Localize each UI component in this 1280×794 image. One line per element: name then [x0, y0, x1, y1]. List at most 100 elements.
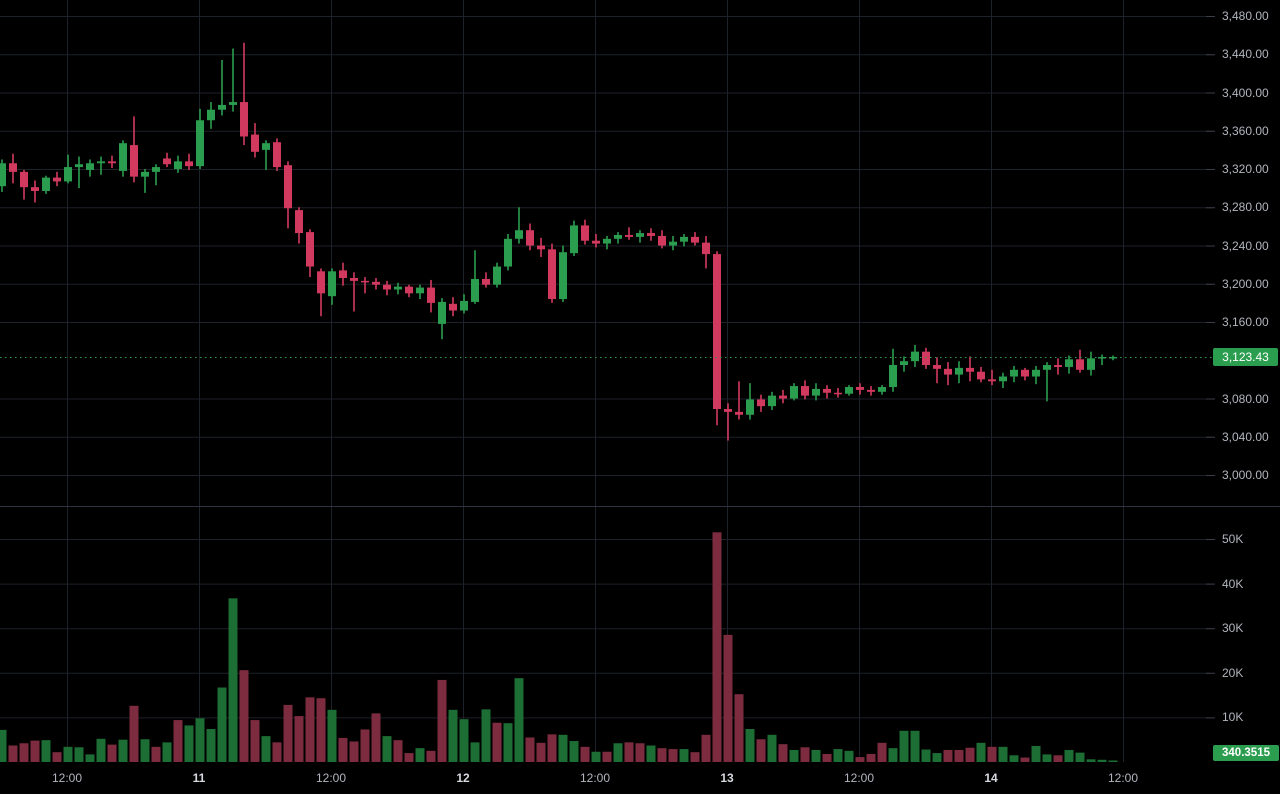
candle-body: [977, 371, 985, 380]
volume-bar: [723, 634, 733, 762]
volume-bar: [129, 705, 139, 762]
time-axis-label: 12:00: [51, 771, 83, 785]
candle-body: [64, 167, 72, 182]
candle-body: [119, 143, 127, 171]
candle-body: [1032, 369, 1040, 377]
candle-body: [955, 367, 963, 375]
candle-body: [9, 163, 17, 172]
time-axis-day-label: 13: [720, 771, 734, 785]
time-axis-label: 12:00: [843, 771, 875, 785]
volume-bar: [74, 747, 84, 762]
volume-bar: [206, 728, 216, 762]
candle-body: [361, 280, 369, 283]
volume-bar: [151, 746, 161, 762]
candle-body: [1098, 356, 1106, 359]
volume-bar: [668, 749, 678, 762]
price-axis-label: 3,040.00: [1222, 429, 1269, 444]
volume-bar: [1009, 755, 1019, 762]
volume-bar: [701, 734, 711, 762]
volume-bar: [481, 709, 491, 762]
volume-bar: [459, 719, 469, 762]
candle-body: [757, 399, 765, 407]
price-axis-label: 3,360.00: [1222, 123, 1269, 138]
candle-wick: [518, 207, 520, 244]
candle-body: [449, 303, 457, 311]
candle-wick: [221, 59, 223, 116]
volume-bar: [767, 734, 777, 762]
time-axis[interactable]: 12:00 11 12:00 12 12:00 13 12:00 14 12:00: [0, 763, 1280, 794]
volume-bar: [294, 716, 304, 762]
candle-body: [174, 161, 182, 169]
volume-bar: [63, 746, 73, 762]
volume-bar: [679, 749, 689, 762]
candle-body: [823, 388, 831, 393]
volume-bar: [811, 749, 821, 762]
candle-body: [273, 142, 281, 168]
volume-bar: [558, 734, 568, 762]
volume-bar: [591, 751, 601, 762]
volume-bar: [778, 744, 788, 762]
candle-body: [185, 161, 193, 167]
time-axis-day-label: 11: [192, 771, 206, 785]
volume-bar: [1042, 754, 1052, 762]
chart-plot-area[interactable]: [0, 0, 1280, 763]
volume-bar: [1064, 749, 1074, 762]
candle-body: [999, 376, 1007, 382]
volume-bar: [844, 750, 854, 762]
volume-bar: [195, 718, 205, 762]
volume-bar: [250, 720, 260, 762]
candle-body: [350, 278, 358, 281]
volume-bar: [19, 743, 29, 762]
candle-body: [592, 240, 600, 244]
candle-wick: [738, 381, 740, 420]
candle-body: [75, 164, 83, 168]
price-axis-label: 3,200.00: [1222, 276, 1269, 291]
candle-body: [933, 365, 941, 369]
candle-body: [889, 365, 897, 388]
volume-bar: [833, 749, 843, 762]
candle-wick: [100, 156, 102, 175]
volume-bar: [547, 734, 557, 762]
candle-body: [31, 187, 39, 191]
volume-bar: [536, 742, 546, 762]
candle-body: [691, 236, 699, 243]
candle-body: [152, 167, 160, 172]
volume-bar: [899, 730, 909, 762]
volume-bar: [393, 740, 403, 762]
time-axis-label: 12:00: [579, 771, 611, 785]
volume-bar: [657, 748, 667, 762]
candle-body: [702, 242, 710, 255]
candle-body: [1021, 369, 1029, 377]
price-axis-label: 3,320.00: [1222, 162, 1269, 176]
candle-body: [0, 163, 6, 187]
candle-body: [262, 143, 270, 150]
volume-bar: [514, 678, 524, 762]
volume-bar: [613, 743, 623, 762]
candle-body: [779, 395, 787, 399]
candle-body: [581, 225, 589, 241]
candle-wick: [232, 48, 234, 112]
candle-body: [53, 177, 61, 182]
candle-wick: [628, 227, 630, 240]
candle-body: [735, 411, 743, 415]
candle-body: [86, 163, 94, 170]
price-axis[interactable]: 3,480.00 3,440.00 3,400.00 3,360.00 3,320.00…: [1212, 0, 1280, 763]
volume-bar: [1031, 745, 1041, 762]
candle-body: [130, 145, 138, 177]
volume-bar: [261, 736, 271, 762]
candle-body: [966, 367, 974, 372]
time-axis-label: 12:00: [1107, 771, 1139, 785]
volume-bar: [239, 670, 249, 762]
volume-bar: [305, 697, 315, 762]
volume-bar: [470, 742, 480, 762]
candle-wick: [265, 140, 267, 170]
candle-body: [141, 171, 149, 177]
volume-bar: [448, 709, 458, 762]
volume-bar: [635, 743, 645, 762]
volume-bar: [855, 757, 865, 762]
candle-body: [251, 134, 259, 152]
volume-bar: [624, 742, 634, 762]
candle-body: [911, 351, 919, 362]
candle-body: [746, 399, 754, 415]
candle-body: [482, 278, 490, 285]
